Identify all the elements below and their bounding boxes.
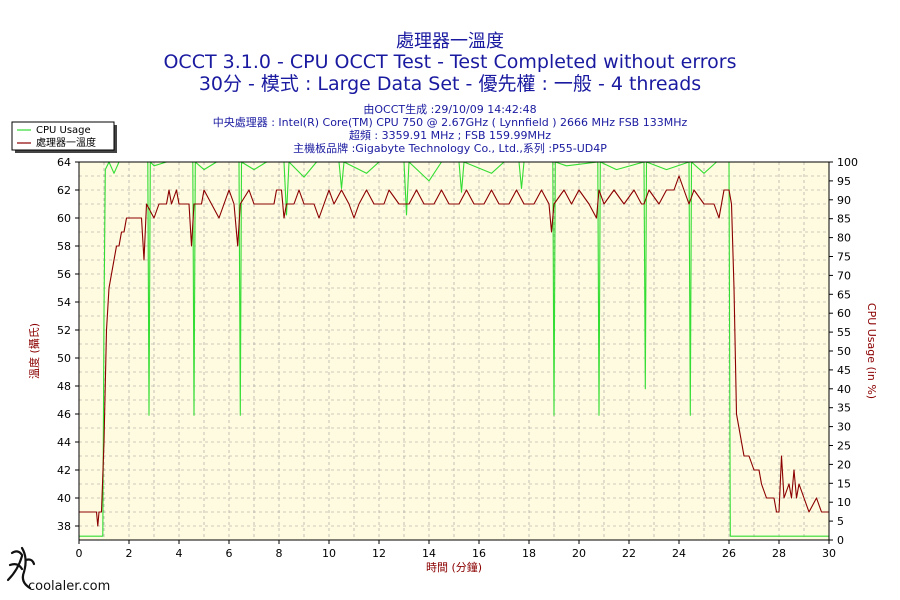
y-tick-label: 60 [57,212,71,225]
watermark-brush-glyph [6,546,36,590]
y2-tick-label: 55 [837,326,851,339]
chart-subtitle-line-1: OCCT 3.1.0 - CPU OCCT Test - Test Comple… [163,51,736,73]
y2-tick-label: 15 [837,477,851,490]
y2-tick-label: 40 [837,383,851,396]
y-tick-label: 42 [57,464,71,477]
legend-label-temperature: 處理器一溫度 [36,136,96,149]
y2-tick-label: 65 [837,288,851,301]
x-tick-label: 8 [276,547,283,560]
y2-tick-label: 90 [837,194,851,207]
chart-info-line-3: 超頻 : 3359.91 MHz ; FSB 159.99MHz [349,128,551,142]
x-tick-label: 14 [422,547,436,560]
y2-tick-label: 85 [837,213,851,226]
y2-tick-label: 95 [837,175,851,188]
y-tick-label: 64 [57,156,71,169]
x-tick-label: 20 [572,547,586,560]
y2-tick-label: 100 [837,156,858,169]
y2-tick-label: 25 [837,440,851,453]
y2-tick-label: 75 [837,251,851,264]
chart-info-line-1: 由OCCT生成 :29/10/09 14:42:48 [363,102,536,116]
y-tick-label: 38 [57,520,71,533]
y2-tick-label: 10 [837,496,851,509]
x-axis-label: 時間 (分鐘) [426,560,482,574]
x-axis-ticks: 0 2 4 6 8 10 12 14 16 18 20 22 24 26 28 30 [76,540,836,560]
y2-tick-label: 20 [837,458,851,471]
y-tick-label: 56 [57,268,71,281]
y2-axis-ticks: 0 5 10 15 20 25 30 35 40 45 50 55 60 65 70 75 80 85 90 95 10… [829,156,858,547]
x-tick-label: 28 [772,547,786,560]
legend: CPU Usage 處理器一溫度 [11,121,117,153]
y-axis-label: 溫度 (攝氏) [27,323,41,379]
watermark-text: coolaler.com [28,579,110,594]
x-tick-label: 0 [76,547,83,560]
series-line-temperature [79,175,829,527]
legend-box [11,121,115,151]
y-tick-label: 40 [57,492,71,505]
y-axis-ticks: 38 40 42 44 46 48 50 52 54 56 58 60 62 64 [57,156,79,533]
y2-tick-label: 50 [837,345,851,358]
chart-info-line-2: 中央處理器 : Intel(R) Core(TM) CPU 750 @ 2.67… [213,115,688,129]
y2-tick-label: 0 [837,534,844,547]
x-tick-label: 22 [622,547,636,560]
y2-tick-label: 5 [837,515,844,528]
y-tick-label: 48 [57,380,71,393]
y-tick-label: 62 [57,184,71,197]
y2-tick-label: 60 [837,307,851,320]
chart-title: 處理器一溫度 [396,31,504,52]
x-tick-label: 4 [176,547,183,560]
chart-subtitle-line-2: 30分 - 模式 : Large Data Set - 優先權 : 一般 - 4… [199,73,701,95]
x-tick-label: 18 [522,547,536,560]
legend-label-cpu-usage: CPU Usage [36,125,91,136]
chart-info-line-4: 主機板品牌 :Gigabyte Technology Co., Ltd.,系列 … [293,141,607,155]
x-tick-label: 16 [472,547,486,560]
watermark-logo: coolaler.com [6,546,110,594]
x-tick-label: 6 [226,547,233,560]
x-tick-label: 30 [822,547,836,560]
y2-tick-label: 30 [837,421,851,434]
y-tick-label: 58 [57,240,71,253]
y-tick-label: 54 [57,296,71,309]
y2-tick-label: 70 [837,269,851,282]
y2-tick-label: 45 [837,364,851,377]
y-tick-label: 52 [57,324,71,337]
x-tick-label: 12 [372,547,386,560]
y2-tick-label: 35 [837,402,851,415]
x-tick-label: 10 [322,547,336,560]
y2-tick-label: 80 [837,232,851,245]
y-tick-label: 50 [57,352,71,365]
x-tick-label: 2 [126,547,133,560]
x-tick-label: 26 [722,547,736,560]
x-tick-label: 24 [672,547,686,560]
y-tick-label: 44 [57,436,71,449]
y2-axis-label: CPU Usage (in %) [865,303,878,399]
y-tick-label: 46 [57,408,71,421]
